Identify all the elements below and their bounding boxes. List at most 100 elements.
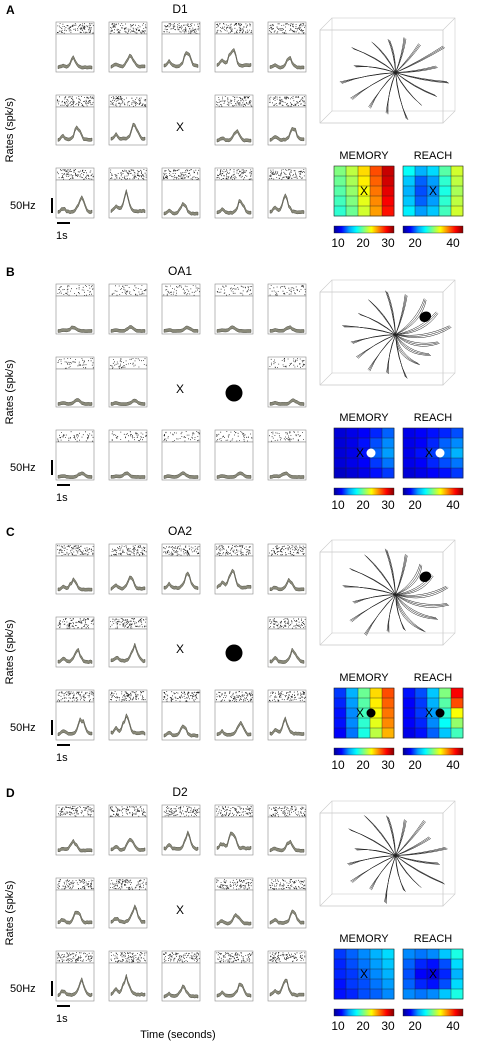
panel-title: OA2 (168, 524, 192, 538)
psth-cell (267, 94, 307, 146)
rate-box (267, 368, 307, 408)
heatmap-cell (334, 166, 347, 177)
rate-trace (110, 642, 146, 664)
rate-trace (163, 325, 199, 333)
raster-spikes (57, 879, 94, 890)
y-axis-label: Rates (spk/s) (4, 360, 16, 425)
psth-cell (161, 21, 201, 73)
rate-trace (57, 125, 93, 142)
psth-cell (108, 804, 148, 856)
rate-trace (216, 720, 252, 737)
psth-cell (214, 94, 254, 146)
heatmap-cell (334, 989, 347, 1000)
heatmap-cell (346, 186, 359, 197)
heatmap-cell (346, 428, 359, 439)
psth-cell (214, 950, 254, 1002)
raster-spikes (110, 952, 147, 963)
heatmap-cell (358, 728, 371, 739)
psth-cell (108, 877, 148, 929)
heatmap-cell (415, 206, 428, 217)
heatmap-cell (382, 949, 395, 960)
heatmap-cell (358, 708, 371, 719)
heatmap-cell (334, 969, 347, 980)
raster-spikes (216, 96, 253, 107)
raster-spikes (216, 879, 253, 890)
heatmap-cell (382, 458, 395, 469)
heatmap-cell (415, 959, 428, 970)
heatmap-cell (403, 949, 416, 960)
raster-spikes (216, 545, 251, 556)
raster-box (267, 283, 307, 297)
trajectory-lines (342, 548, 450, 636)
heatmap-cell (439, 206, 452, 217)
rate-trace (269, 325, 305, 333)
heatmap-cell (334, 959, 347, 970)
center-marker: X (176, 642, 184, 656)
heatmap-cell (403, 438, 416, 449)
psth-cell (55, 804, 95, 856)
reach-map: REACH X 20 40 (402, 150, 464, 250)
heatmap-cell (427, 186, 440, 197)
colorbar (402, 1008, 464, 1017)
rate-box (161, 295, 201, 335)
heatmap-obstacle (366, 448, 376, 458)
heatmap-cell (415, 698, 428, 709)
heatmap-cell (451, 196, 464, 207)
memory-map: MEMORY X 10 20 30 (331, 412, 395, 512)
center-marker: X (176, 903, 184, 917)
heatmap-cell (415, 989, 428, 1000)
trajectory-box-edge (442, 893, 456, 907)
rate-trace (57, 910, 93, 925)
trajectory-lines (347, 815, 448, 904)
heatmap-cell (334, 458, 347, 469)
raster-spikes (57, 23, 94, 34)
rate-trace (163, 201, 199, 216)
time-scale-label: 1s (56, 492, 68, 504)
heatmap-cell (358, 688, 371, 699)
x-axis-label: Time (seconds) (140, 1029, 215, 1041)
heatmap-cell (346, 969, 359, 980)
rate-trace (216, 325, 252, 333)
heatmap-cell (451, 989, 464, 1000)
panel-letter: B (6, 265, 15, 279)
psth-cell (267, 616, 307, 668)
psth-cell (108, 543, 148, 595)
rate-trace (163, 471, 199, 479)
heatmap-cell (334, 949, 347, 960)
raster-spikes (110, 96, 147, 107)
heatmap-center-marker: X (425, 706, 433, 720)
psth-cell (161, 804, 201, 856)
heatmap-cell (451, 448, 464, 459)
heatmap-cell (370, 698, 383, 709)
heatmap-cell (334, 728, 347, 739)
heatmap-cell (439, 428, 452, 439)
heatmap-cell (451, 458, 464, 469)
colorbar-tick: 10 (331, 1019, 345, 1033)
heatmap-cell (358, 458, 371, 469)
heatmap-cell (427, 448, 440, 459)
heatmap-cell (427, 959, 440, 970)
rate-scale-label: 50Hz (10, 200, 36, 212)
reach-map: REACH X 20 40 (402, 412, 464, 512)
heatmap-center-marker: X (425, 446, 433, 460)
psth-cell (267, 283, 307, 335)
psth-cell (108, 21, 148, 73)
rate-trace (110, 974, 146, 997)
heatmap-cell (451, 186, 464, 197)
colorbar-tick: 30 (381, 236, 395, 250)
heatmap-cell (403, 969, 416, 980)
rate-trace (110, 53, 146, 69)
obstacle-disc (225, 644, 243, 662)
heatmap-cell (439, 688, 452, 699)
rate-scale-label: 50Hz (10, 462, 36, 474)
heatmap-cell (415, 979, 428, 990)
heatmap-cell (439, 708, 452, 719)
raster-box (214, 283, 254, 297)
heatmap-cell (358, 166, 371, 177)
psth-cell (108, 689, 148, 741)
heatmap-cell (451, 718, 464, 729)
heatmap-cell (382, 688, 395, 699)
heatmap-cell (358, 438, 371, 449)
heatmap-cell (334, 206, 347, 217)
rate-trace (57, 838, 93, 853)
